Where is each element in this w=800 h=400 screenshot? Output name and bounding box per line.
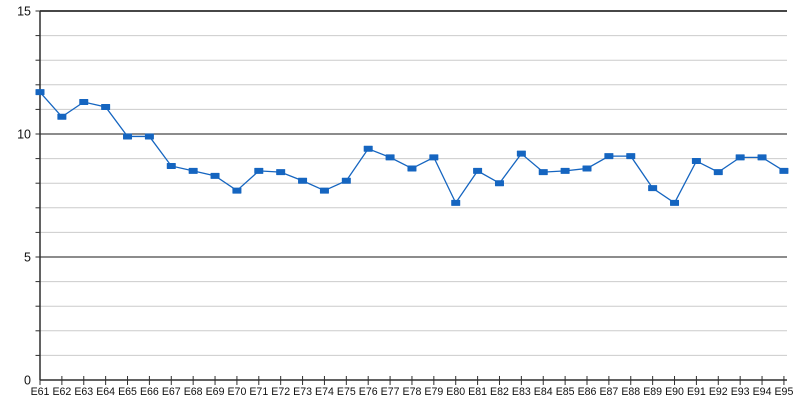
data-point-marker [57, 113, 67, 120]
x-tick-label: E64 [96, 386, 115, 398]
x-tick-label: E89 [643, 386, 662, 398]
data-point-marker [538, 169, 548, 176]
x-tick-label: E61 [31, 386, 50, 398]
x-tick-label: E77 [381, 386, 400, 398]
x-tick-label: E86 [578, 386, 597, 398]
x-tick-label: E69 [206, 386, 225, 398]
data-point-marker [254, 167, 264, 174]
x-tick-label: E92 [709, 386, 728, 398]
x-tick-label: E74 [315, 386, 334, 398]
y-tick-label: 5 [24, 251, 31, 265]
data-point-marker [210, 172, 220, 179]
data-point-marker [188, 167, 198, 174]
data-point-marker [407, 165, 417, 172]
data-point-marker [648, 185, 658, 192]
data-point-marker [473, 167, 483, 174]
data-point-marker [166, 162, 176, 169]
data-point-marker [363, 145, 373, 152]
x-tick-label: E82 [490, 386, 509, 398]
x-tick-label: E63 [74, 386, 93, 398]
data-point-marker [626, 153, 636, 160]
data-point-marker [79, 99, 89, 106]
x-tick-label: E62 [52, 386, 71, 398]
data-point-marker [451, 199, 461, 206]
x-tick-label: E68 [184, 386, 203, 398]
x-tick-label: E95 [774, 386, 793, 398]
x-tick-label: E65 [118, 386, 137, 398]
data-point-marker [101, 103, 111, 110]
y-tick-label: 0 [24, 374, 31, 388]
data-point-marker [123, 133, 133, 140]
x-tick-label: E73 [293, 386, 312, 398]
x-tick-label: E72 [271, 386, 290, 398]
data-point-marker [35, 89, 45, 96]
x-tick-label: E75 [337, 386, 356, 398]
x-tick-label: E79 [424, 386, 443, 398]
x-tick-label: E94 [753, 386, 772, 398]
x-tick-label: E90 [665, 386, 684, 398]
data-point-marker [516, 150, 526, 157]
x-tick-label: E67 [162, 386, 181, 398]
x-tick-label: E70 [227, 386, 246, 398]
x-tick-label: E91 [687, 386, 706, 398]
x-tick-label: E81 [468, 386, 487, 398]
data-point-marker [691, 158, 701, 165]
data-point-marker [713, 169, 723, 176]
x-tick-label: E87 [599, 386, 618, 398]
y-tick-label: 15 [17, 5, 31, 19]
data-point-marker [341, 177, 351, 184]
data-point-marker [735, 154, 745, 161]
data-point-marker [757, 154, 767, 161]
x-tick-label: E84 [534, 386, 553, 398]
data-point-marker [670, 199, 680, 206]
x-tick-label: E80 [446, 386, 465, 398]
data-point-marker [582, 165, 592, 172]
data-series-line [39, 91, 785, 205]
data-point-marker [298, 177, 308, 184]
data-point-marker [779, 167, 789, 174]
data-point-marker [319, 187, 329, 194]
data-point-marker [560, 167, 570, 174]
x-tick-label: E78 [403, 386, 422, 398]
data-point-marker [604, 153, 614, 160]
data-point-marker [494, 180, 504, 187]
y-tick-label: 10 [17, 128, 31, 142]
x-tick-label: E71 [249, 386, 268, 398]
data-point-marker [385, 154, 395, 161]
x-tick-label: E88 [621, 386, 640, 398]
x-tick-label: E76 [359, 386, 378, 398]
data-point-marker [232, 187, 242, 194]
data-point-marker [276, 169, 286, 176]
data-point-marker [144, 133, 154, 140]
x-tick-label: E93 [731, 386, 750, 398]
data-point-marker [429, 154, 439, 161]
x-tick-label: E66 [140, 386, 159, 398]
x-tick-label: E83 [512, 386, 531, 398]
x-tick-label: E85 [556, 386, 575, 398]
